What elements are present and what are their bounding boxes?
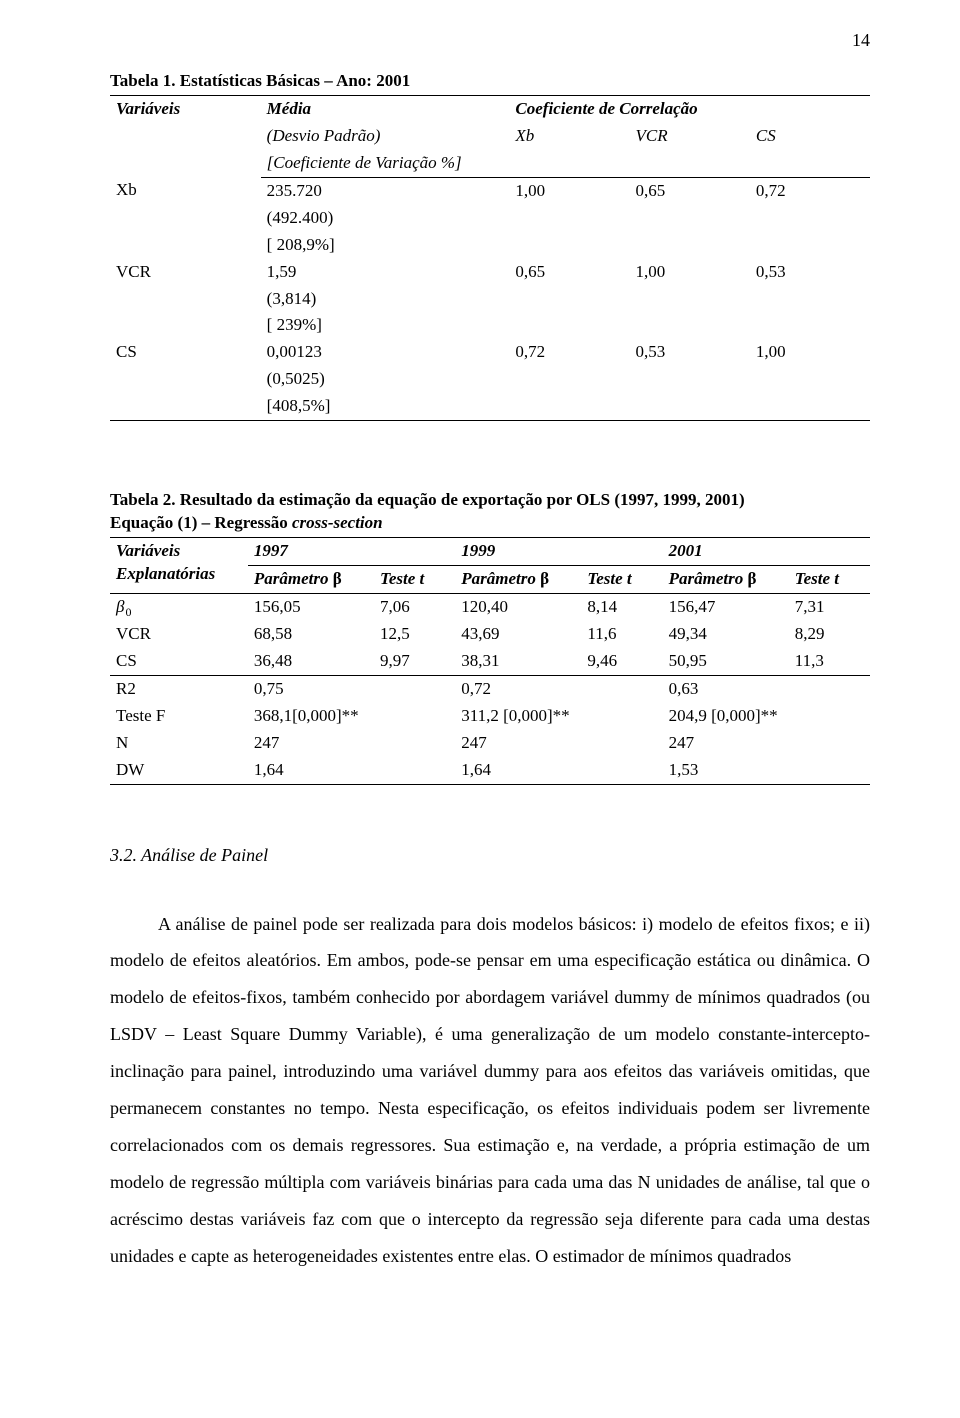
- t1-r2-var: CS: [110, 339, 261, 366]
- t2-r0-t1: 7,06: [374, 593, 455, 620]
- section-heading: 3.2. Análise de Painel: [110, 845, 870, 866]
- t2-f-1997-2: 247: [248, 730, 455, 757]
- t2-f-1999-2: 247: [455, 730, 662, 757]
- table1: Variáveis Média Coeficiente de Correlaçã…: [110, 95, 870, 421]
- t2-head-1999: 1999: [455, 538, 662, 566]
- page: 14 Tabela 1. Estatísticas Básicas – Ano:…: [0, 0, 960, 1418]
- t2-f-2001-2: 247: [663, 730, 870, 757]
- t1-head-xb: Xb: [509, 123, 629, 150]
- t2-head-2001: 2001: [663, 538, 870, 566]
- t2-head-teste-1: Teste t: [374, 566, 455, 594]
- t2-f-1999-3: 1,64: [455, 757, 662, 784]
- t2-r2-var: CS: [110, 648, 248, 675]
- t1-r2-stat1: 0,00123: [261, 339, 510, 366]
- t1-head-cs: CS: [750, 123, 870, 150]
- t2-head-param-pre-2: Parâmetro: [461, 569, 540, 588]
- t1-head-vcr: VCR: [630, 123, 750, 150]
- t1-head-corr: Coeficiente de Correlação: [509, 95, 870, 122]
- t2-f-2001-3: 1,53: [663, 757, 870, 784]
- table2-caption-cs: cross-section: [292, 513, 383, 532]
- t2-r1-t2: 11,6: [581, 621, 662, 648]
- table1-caption-text: Tabela 1. Estatísticas Básicas – Ano: 20…: [110, 71, 410, 90]
- t2-r0-p2: 120,40: [455, 593, 581, 620]
- t1-r0-c3: 0,72: [750, 177, 870, 204]
- t2-head-var1: Variáveis: [116, 541, 180, 560]
- t2-f-label-1: Teste F: [110, 703, 248, 730]
- t2-f-label-3: DW: [110, 757, 248, 784]
- table2-caption: Tabela 2. Resultado da estimação da equa…: [110, 489, 870, 535]
- t2-r1-p1: 68,58: [248, 621, 374, 648]
- t1-r1-stat1: 1,59: [261, 259, 510, 286]
- t2-r2-t2: 9,46: [581, 648, 662, 675]
- t2-f-1999-0: 0,72: [455, 675, 662, 702]
- t2-f-2001-0: 0,63: [663, 675, 870, 702]
- t1-head-media: Média: [261, 95, 510, 122]
- t1-r1-c1: 0,65: [509, 259, 629, 286]
- table2-caption-l2: Equação (1) – Regressão: [110, 513, 288, 532]
- t2-r1-t1: 12,5: [374, 621, 455, 648]
- t2-head-var2: Explanatórias: [116, 564, 215, 583]
- t1-r0-stat3: [ 208,9%]: [261, 232, 510, 259]
- t2-f-1997-0: 0,75: [248, 675, 455, 702]
- table2: Variáveis Explanatórias 1997 1999 2001 P…: [110, 537, 870, 784]
- t2-head-teste-3: Teste t: [789, 566, 870, 594]
- t2-r0-t2: 8,14: [581, 593, 662, 620]
- t2-head-param-2: Parâmetro β: [455, 566, 581, 594]
- t1-r0-stat1: 235.720: [261, 177, 510, 204]
- t2-head-param-beta-1: β: [333, 569, 342, 588]
- t2-r2-t3: 11,3: [789, 648, 870, 675]
- t2-r2-t1: 9,97: [374, 648, 455, 675]
- t2-r2-p1: 36,48: [248, 648, 374, 675]
- t2-head-1997: 1997: [248, 538, 455, 566]
- t1-r2-stat2: (0,5025): [261, 366, 510, 393]
- t1-head-coefvar: [Coeficiente de Variação %]: [261, 150, 510, 177]
- t2-r1-t3: 8,29: [789, 621, 870, 648]
- t1-r0-c2: 0,65: [630, 177, 750, 204]
- t1-r1-c2: 1,00: [630, 259, 750, 286]
- t2-r1-p3: 49,34: [663, 621, 789, 648]
- t1-r2-c2: 0,53: [630, 339, 750, 366]
- t1-r1-stat2: (3,814): [261, 286, 510, 313]
- t2-r2-p2: 38,31: [455, 648, 581, 675]
- t2-head-param-beta-2: β: [540, 569, 549, 588]
- t1-r2-c3: 1,00: [750, 339, 870, 366]
- t1-r2-c1: 0,72: [509, 339, 629, 366]
- t2-head-param-pre-3: Parâmetro: [669, 569, 748, 588]
- t2-r1-var: VCR: [110, 621, 248, 648]
- table1-caption: Tabela 1. Estatísticas Básicas – Ano: 20…: [110, 70, 870, 93]
- page-number: 14: [852, 30, 870, 51]
- t2-r0-p3: 156,47: [663, 593, 789, 620]
- t2-f-label-2: N: [110, 730, 248, 757]
- t2-head-param-1: Parâmetro β: [248, 566, 374, 594]
- t2-f-label-0: R2: [110, 675, 248, 702]
- table2-caption-l1: Tabela 2. Resultado da estimação da equa…: [110, 490, 745, 509]
- t2-f-1997-1: 368,1[0,000]**: [248, 703, 455, 730]
- body-paragraph: A análise de painel pode ser realizada p…: [110, 906, 870, 1275]
- t2-head-param-beta-3: β: [747, 569, 756, 588]
- t1-head-desvio: (Desvio Padrão): [261, 123, 510, 150]
- t2-r0-t3: 7,31: [789, 593, 870, 620]
- t1-r2-stat3: [408,5%]: [261, 393, 510, 420]
- t2-head-param-3: Parâmetro β: [663, 566, 789, 594]
- t2-r1-p2: 43,69: [455, 621, 581, 648]
- t1-r0-c1: 1,00: [509, 177, 629, 204]
- t2-r0-p1: 156,05: [248, 593, 374, 620]
- t1-r1-c3: 0,53: [750, 259, 870, 286]
- t2-f-1999-1: 311,2 [0,000]**: [455, 703, 662, 730]
- t1-head-variaveis: Variáveis: [110, 95, 261, 177]
- t1-r0-var: Xb: [110, 177, 261, 204]
- t1-r0-stat2: (492.400): [261, 205, 510, 232]
- t2-f-2001-1: 204,9 [0,000]**: [663, 703, 870, 730]
- t1-r1-var: VCR: [110, 259, 261, 286]
- t2-head-param-pre-1: Parâmetro: [254, 569, 333, 588]
- t2-f-1997-3: 1,64: [248, 757, 455, 784]
- t1-r1-stat3: [ 239%]: [261, 312, 510, 339]
- t2-r0-var: β0: [110, 593, 248, 620]
- t2-r2-p3: 50,95: [663, 648, 789, 675]
- t2-head-teste-2: Teste t: [581, 566, 662, 594]
